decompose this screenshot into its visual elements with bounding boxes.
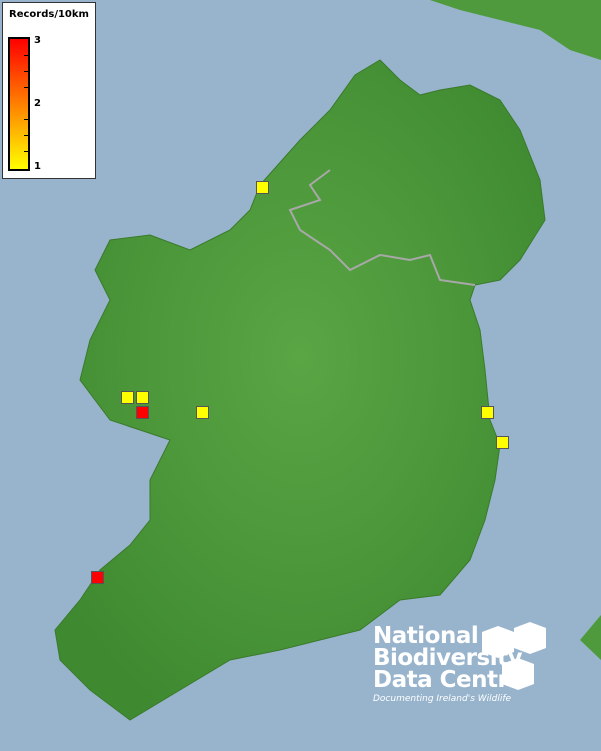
color-ramp bbox=[8, 37, 30, 171]
record-square[interactable] bbox=[121, 391, 134, 404]
legend-min-label: 1 bbox=[34, 161, 41, 172]
britain-coast bbox=[580, 615, 601, 660]
record-square[interactable] bbox=[196, 406, 209, 419]
ramp-tick bbox=[24, 55, 28, 56]
scotland-coast bbox=[430, 0, 601, 60]
record-square[interactable] bbox=[91, 571, 104, 584]
record-square[interactable] bbox=[136, 406, 149, 419]
legend-max-label: 3 bbox=[34, 35, 41, 46]
record-square[interactable] bbox=[136, 391, 149, 404]
ramp-tick bbox=[24, 119, 28, 120]
legend-title: Records/10km bbox=[9, 9, 89, 20]
ireland-landmass bbox=[54, 59, 546, 721]
northern-ireland-border bbox=[288, 169, 476, 286]
logo-line: National bbox=[373, 623, 479, 649]
logo-hexagons-icon bbox=[482, 622, 546, 690]
legend-mid-label: 2 bbox=[34, 98, 41, 109]
legend: Records/10km 3 2 1 bbox=[2, 2, 96, 179]
record-square[interactable] bbox=[481, 406, 494, 419]
nbdc-logo: National Biodiversity Data Centre Docume… bbox=[373, 623, 524, 705]
ramp-tick bbox=[24, 71, 28, 72]
record-square[interactable] bbox=[496, 436, 509, 449]
logo-tagline: Documenting Ireland's Wildlife bbox=[373, 694, 512, 704]
record-square[interactable] bbox=[256, 181, 269, 194]
ramp-tick bbox=[24, 151, 28, 152]
logo-line: Data Centre bbox=[373, 667, 524, 693]
ramp-tick bbox=[24, 135, 28, 136]
ramp-tick bbox=[24, 87, 28, 88]
